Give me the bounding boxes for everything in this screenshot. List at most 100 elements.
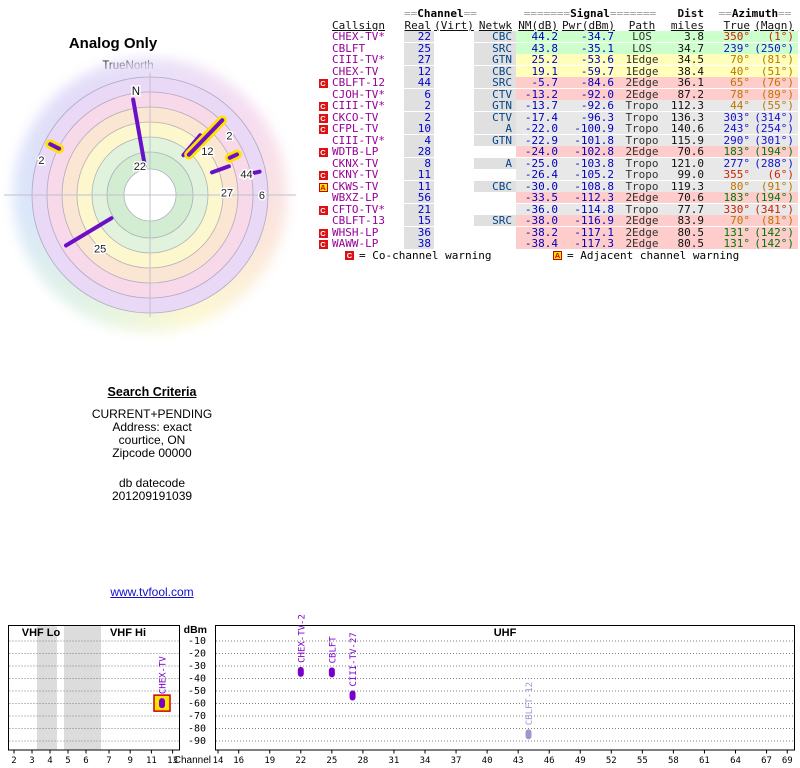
band-label: VHF Hi [110,627,146,639]
magnetic-azimuth-cell: (76°) [752,77,798,89]
nm-cell: 44.2 [516,31,562,43]
callsign-cell: CIII-TV* [332,133,385,147]
true-azimuth-cell: 243° [712,123,752,135]
magnetic-azimuth-cell: (314°) [752,111,798,123]
real-channel-cell: 28 [404,146,434,158]
nm-cell: -13.2 [516,88,562,100]
radar-station-marker [210,164,231,175]
signal-table: ==Channel== =======Signal======= Dist ==… [316,8,798,250]
true-azimuth-cell: 70° [712,54,752,66]
network-cell: SRC [474,215,516,227]
search-criteria-mode: CURRENT+PENDING [91,407,213,421]
radar-station-marker [48,142,62,151]
co-channel-legend: C = Co-channel warning [345,249,491,262]
real-channel-cell: 38 [404,238,434,250]
real-channel-cell: 36 [404,226,434,238]
distance-cell: 36.1 [664,77,712,89]
network-cell: GTN [474,134,516,146]
co-channel-warning-badge: C [318,113,328,123]
true-azimuth-cell: 80° [712,180,752,192]
real-channel-cell: 27 [404,54,434,66]
col-miles: miles [670,18,704,32]
co-channel-warning-badge: C [318,228,328,238]
distance-cell: 99.0 [664,169,712,181]
network-cell: SRC [474,42,516,54]
x-tick-label: 3 [29,756,34,766]
power-cell: -114.8 [562,203,620,215]
x-tick-label: 14 [213,756,224,766]
power-cell: -92.0 [562,88,620,100]
distance-cell: 87.2 [664,88,712,100]
table-row: C CBLFT-12 44 SRC -5.7 -84.6 2Edge 36.1 65° (76°) [316,77,798,89]
callsign-cell: CKNX-TV [332,156,379,170]
nm-cell: -38.4 [516,238,562,250]
y-tick-label: -10 [188,636,206,647]
warning-cell: C [316,100,330,112]
distance-cell: 34.7 [664,42,712,54]
signal-group-header: =======Signal======= [523,7,657,21]
channel-group-header: ==Channel== [404,7,477,21]
power-cell: -96.3 [562,111,620,123]
radar-channel-label: 25 [94,243,106,255]
real-channel-cell: 11 [404,169,434,181]
adjacent-channel-badge: A [553,251,562,260]
radar-station-marker [63,216,114,248]
adjacent-channel-warning-badge: A [318,182,328,192]
magnetic-azimuth-cell: (194°) [752,146,798,158]
magnetic-azimuth-cell: (301°) [752,134,798,146]
spectrum-bar [525,729,532,740]
real-channel-cell: 15 [404,215,434,227]
magnetic-azimuth-cell: (91°) [752,180,798,192]
path-cell: 2Edge [620,88,664,100]
path-cell: 2Edge [620,226,664,238]
radar-channel-label: 12 [201,146,213,158]
callsign-cell: CIII-TV* [332,53,385,67]
x-tick-label: 16 [233,756,244,766]
radar-channel-label: 6 [259,190,265,202]
table-row: C CFPL-TV 10 A -22.0 -100.9 Tropo 140.6 243° (254… [316,123,798,135]
power-cell: -84.6 [562,77,620,89]
distance-cell: 121.0 [664,157,712,169]
magnetic-azimuth-cell: (81°) [752,215,798,227]
x-axis-label: Channel [174,755,211,766]
radar-channel-label: 44 [240,169,252,181]
spectrum-bar [328,667,335,678]
tvfool-link[interactable]: www.tvfool.com [110,585,194,599]
power-cell: -53.6 [562,54,620,66]
col-path: Path [628,18,656,32]
spectrum-chart: -10 -20-30 -40-50 -60-70 -80-90 dBm VHF Lo VHF … [8,614,795,766]
network-cell: CTV [474,111,516,123]
y-tick-label: -90 [188,736,206,747]
search-criteria-location: courtice, ON [118,433,186,447]
true-azimuth-cell: 355° [712,169,752,181]
radar-station-marker [186,118,225,157]
y-tick-label: -80 [188,724,206,735]
spectrum-bar-label: CHEX-TV-2 [297,614,307,663]
x-tick-label: 28 [357,756,368,766]
co-channel-warning-badge: C [318,240,328,250]
col-netwk: Netwk [478,18,512,32]
power-cell: -59.7 [562,65,620,77]
x-tick-label: 22 [295,756,306,766]
distance-cell: 34.5 [664,54,712,66]
network-cell: GTN [474,100,516,112]
table-row: CIII-TV* 4 GTN -22.9 -101.8 Tropo 115.9 290° (30… [316,133,798,147]
col-callsign: Callsign [332,18,385,32]
warning-cell: C [316,227,330,238]
x-tick-label: 61 [699,756,710,766]
search-criteria-zipcode: Zipcode 00000 [112,446,192,460]
distance-cell: 80.5 [664,226,712,238]
path-cell: LOS [620,31,664,43]
path-cell: LOS [620,42,664,54]
power-cell: -105.2 [562,169,620,181]
magnetic-azimuth-cell: (6°) [752,169,798,181]
true-azimuth-cell: 131° [712,238,752,250]
distance-cell: 112.3 [664,100,712,112]
power-cell: -116.9 [562,215,620,227]
true-azimuth-cell: 350° [712,31,752,43]
x-tick-label: 58 [668,756,679,766]
table-row: C WAWW-LP 38 -38.4 -117.3 2Edge 80.5 131° (142°) [316,238,798,250]
y-tick-label: -30 [188,661,206,672]
no-channel-band [64,626,101,750]
